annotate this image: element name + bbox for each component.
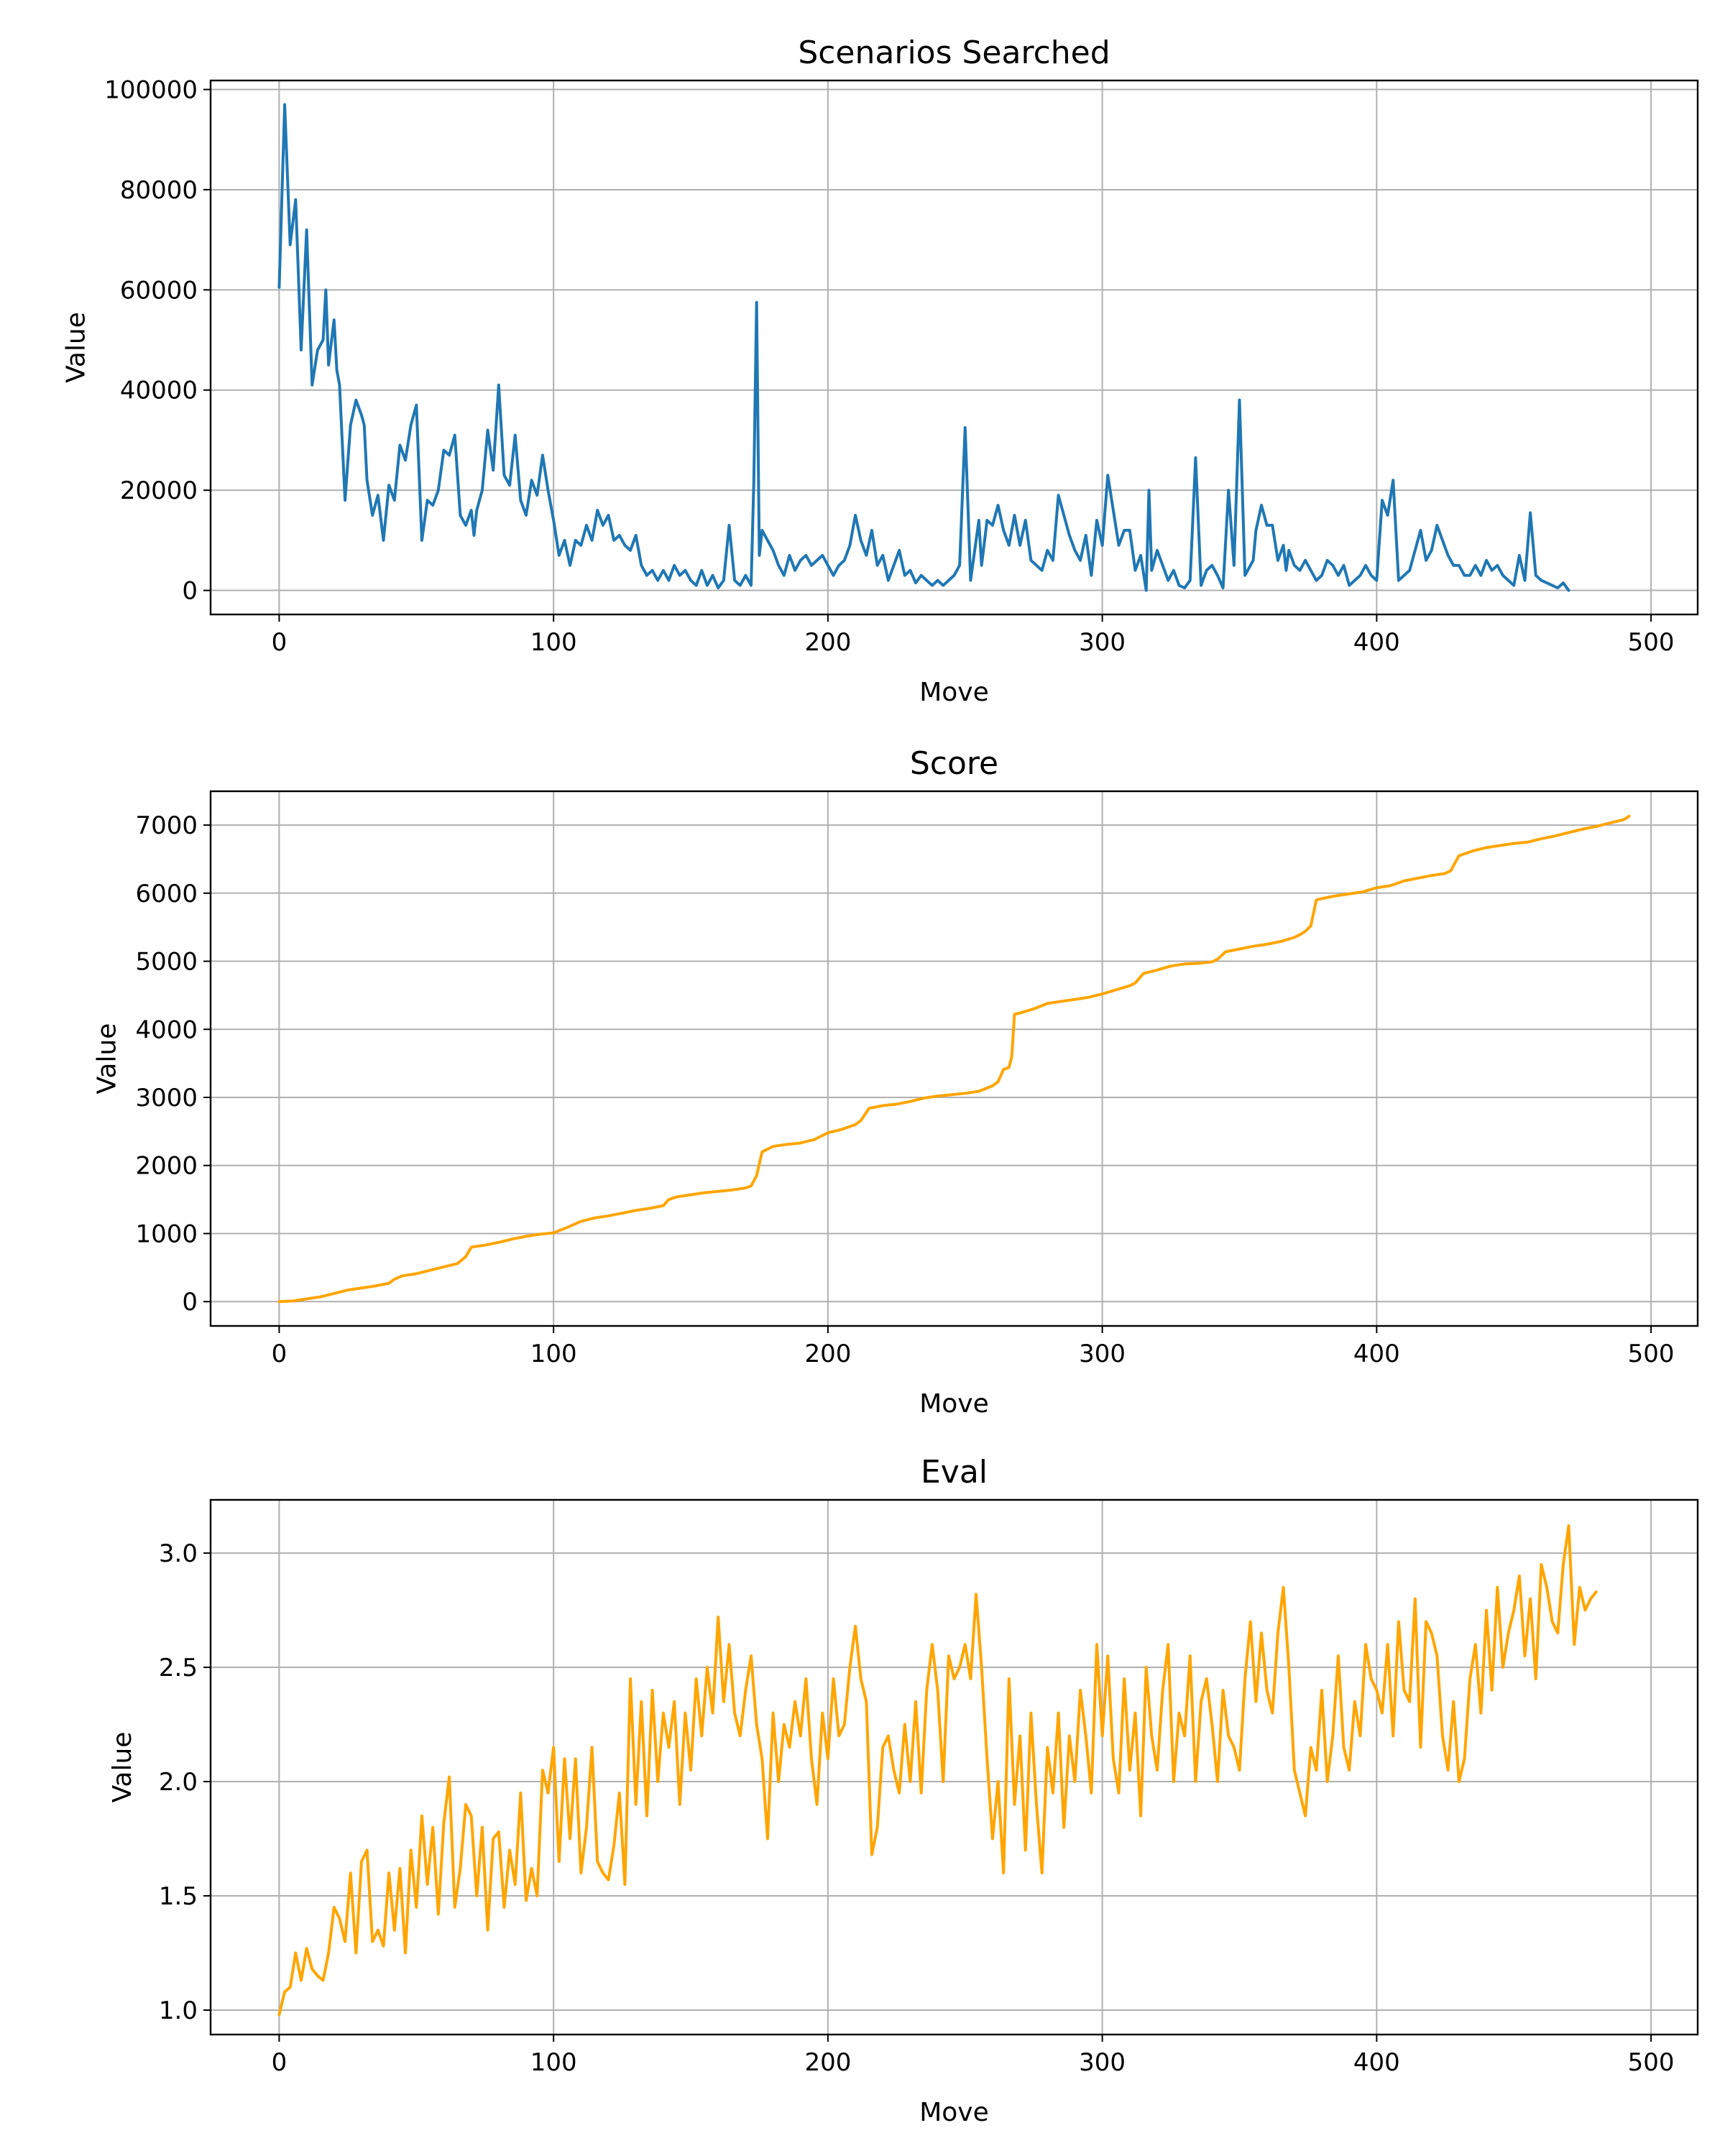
x-tick-label: 500 bbox=[1628, 2048, 1675, 2077]
y-tick-label: 0 bbox=[182, 577, 198, 606]
x-axis-label: Move bbox=[919, 678, 989, 707]
x-tick-label: 200 bbox=[804, 628, 851, 657]
x-tick-label: 100 bbox=[530, 2048, 577, 2077]
x-tick-label: 100 bbox=[530, 1340, 577, 1368]
x-tick-label: 300 bbox=[1079, 1340, 1126, 1368]
y-tick-label: 2.5 bbox=[159, 1654, 198, 1682]
series-line-score bbox=[277, 814, 1631, 1304]
y-tick-label: 3.0 bbox=[159, 1539, 198, 1568]
y-tick-label: 1000 bbox=[135, 1220, 198, 1248]
chart-score: 0 100 200 300 400 500010002000300040005000600… bbox=[93, 745, 1699, 1419]
y-tick-label: 20000 bbox=[120, 476, 198, 505]
x-tick-label: 300 bbox=[1079, 628, 1126, 657]
x-tick-label: 300 bbox=[1079, 2048, 1126, 2077]
x-tick-label: 400 bbox=[1353, 628, 1400, 657]
y-tick-label: 60000 bbox=[120, 276, 198, 305]
y-tick-label: 6000 bbox=[135, 880, 198, 908]
y-tick-label: 2.0 bbox=[159, 1768, 198, 1797]
y-axis-label: Value bbox=[61, 312, 91, 383]
x-tick-label: 0 bbox=[272, 1340, 288, 1368]
y-tick-label: 0 bbox=[182, 1288, 198, 1317]
y-tick-label: 4000 bbox=[135, 1015, 198, 1044]
chart-title: Eval bbox=[921, 1454, 988, 1491]
x-tick-label: 400 bbox=[1353, 1340, 1400, 1368]
chart-title: Score bbox=[910, 745, 998, 782]
y-tick-label: 100000 bbox=[104, 76, 198, 105]
x-axis-label: Move bbox=[919, 1389, 989, 1419]
y-tick-label: 1.0 bbox=[159, 1996, 198, 2025]
x-tick-label: 400 bbox=[1353, 2048, 1400, 2077]
chart-eval: 0 100 200 300 400 500 1.0 1.5 2.0 2.5 3.0 Eval Move V… bbox=[108, 1454, 1699, 2127]
x-tick-label: 200 bbox=[804, 2048, 851, 2077]
chart-title: Scenarios Searched bbox=[798, 34, 1110, 71]
x-tick-label: 500 bbox=[1628, 1340, 1675, 1368]
y-tick-label: 5000 bbox=[135, 948, 198, 977]
axes-frame bbox=[209, 790, 1699, 1327]
x-tick-label: 0 bbox=[272, 2048, 288, 2077]
axes-frame bbox=[209, 79, 1699, 616]
x-tick-label: 200 bbox=[804, 1340, 851, 1368]
y-tick-label: 7000 bbox=[135, 811, 198, 840]
y-axis-label: Value bbox=[93, 1023, 122, 1095]
y-tick-label: 40000 bbox=[120, 377, 198, 405]
x-tick-label: 0 bbox=[272, 628, 288, 657]
y-tick-label: 3000 bbox=[135, 1084, 198, 1112]
series-line-scenarios bbox=[277, 103, 1570, 592]
y-axis-label: Value bbox=[108, 1732, 137, 1803]
x-tick-label: 100 bbox=[530, 628, 577, 657]
y-tick-label: 2000 bbox=[135, 1152, 198, 1181]
chart-scenarios: 0 100 200 300 400 500 0 20000 40000 60000 80000 100… bbox=[61, 34, 1699, 707]
x-axis-label: Move bbox=[919, 2098, 989, 2127]
y-tick-label: 80000 bbox=[120, 176, 198, 205]
x-tick-label: 500 bbox=[1628, 628, 1675, 657]
axes-frame bbox=[209, 1498, 1699, 2036]
y-tick-label: 1.5 bbox=[159, 1882, 198, 1911]
series-line-eval bbox=[277, 1524, 1598, 2017]
